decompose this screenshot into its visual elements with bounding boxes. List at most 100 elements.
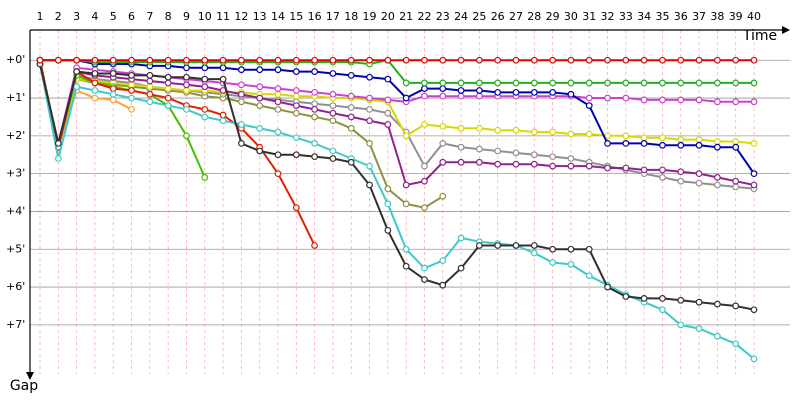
point [457,56,465,64]
point [36,56,44,64]
point [311,68,319,75]
point [549,259,557,266]
point [494,126,502,134]
point [622,140,630,147]
point [713,300,721,308]
point [439,158,447,166]
point [183,105,190,113]
point [329,147,337,155]
point [274,151,282,159]
series-line [39,63,755,311]
x-tick-label: 36 [674,10,688,23]
point [237,66,245,74]
point [421,204,428,212]
point [366,94,373,102]
x-tick-label: 4 [91,10,98,23]
point [311,113,319,121]
x-tick-label: 18 [344,10,358,23]
point [384,75,392,83]
point [439,257,447,264]
point [329,117,337,125]
point [237,121,245,128]
x-tick-label: 16 [308,10,322,23]
point [402,94,410,102]
x-tick-label: 24 [454,10,468,23]
point [659,56,666,64]
point [695,96,703,104]
point [457,158,465,166]
point [329,56,337,64]
point [750,56,758,64]
series-line [40,59,755,175]
point [713,56,721,64]
point [732,177,740,185]
point [567,90,575,98]
point [530,151,538,159]
point [677,141,685,149]
point [640,79,648,87]
point [329,102,337,110]
point [292,204,300,212]
point [750,355,758,363]
point [530,160,538,168]
x-tick-label: 40 [747,10,761,23]
x-tick-label: 35 [655,10,669,23]
x-tick-label: 1 [37,10,44,23]
point [530,242,538,249]
point [677,321,685,329]
point [457,124,465,132]
point [677,79,685,87]
point [622,293,630,300]
point [54,56,62,64]
point [475,87,483,94]
point [439,56,447,64]
x-tick-label: 33 [619,10,633,23]
point [146,90,154,98]
x-tick-label: 26 [491,10,505,23]
point [475,158,483,166]
point [494,79,502,87]
point [292,68,300,75]
point [128,71,135,79]
point [750,98,758,106]
point [164,79,172,87]
point [256,94,264,102]
point [164,73,172,81]
point [695,170,703,178]
point [384,185,392,193]
point [201,105,209,113]
point [402,132,410,140]
point [274,85,282,92]
point [292,56,300,64]
point [530,88,538,96]
point [311,88,319,96]
point [274,56,282,64]
point [311,242,319,249]
point [311,56,319,64]
point [421,56,428,64]
point [256,66,264,74]
point [91,87,99,94]
point [421,85,428,92]
point [549,245,557,253]
point [732,138,740,145]
point [421,264,428,272]
point [347,104,355,111]
point [512,242,520,249]
point [567,130,575,138]
point [567,79,575,87]
point [512,79,520,87]
point [604,164,611,172]
point [402,262,410,270]
point [219,75,227,83]
point [750,170,758,178]
point [640,294,648,302]
point [292,92,300,100]
point [530,79,538,87]
point [439,79,447,87]
y-tick-label: +0' [6,53,25,66]
x-tick-label: 25 [472,10,486,23]
point [530,56,538,64]
point [659,134,666,142]
